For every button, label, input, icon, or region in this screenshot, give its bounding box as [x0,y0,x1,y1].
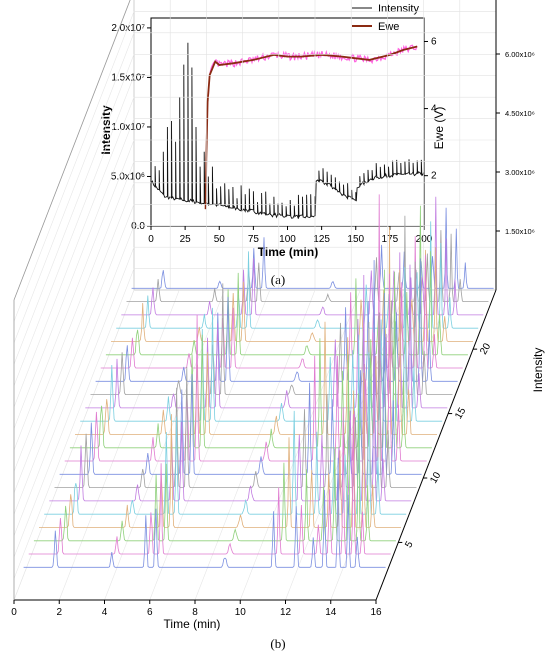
chart-b-x-axis-label: Time (min) [164,617,221,631]
trace-line [59,260,422,475]
y-tick-label: 0.0 [131,221,145,232]
x-tick-label: 175 [382,234,399,245]
depth-tick-label: 20 [478,341,493,357]
trace-line [131,207,494,289]
z-tick-label: 6.00x10⁶ [505,50,535,59]
legend-ewe-label: Ewe [378,21,399,33]
series-ewe-noise [207,44,418,97]
grid-line [149,289,271,601]
grid-line [13,11,135,322]
trace-line [100,236,463,369]
y2-tick-label: 2 [431,171,437,182]
trace-line [126,230,489,302]
trace-line [54,312,417,488]
grid-line [13,225,135,536]
x-tick-label: 8 [192,607,198,618]
chart-a-legend: Intensity Ewe [352,3,419,33]
x-tick-label: 4 [102,607,108,618]
trace-line [28,407,391,555]
chart-b-depth-ticks: 5 10 15 20 [398,341,493,550]
trace-line [69,269,432,449]
x-tick-label: 25 [180,234,192,245]
grid-line [239,289,361,601]
trace-line [49,274,412,502]
chart-a-y2-axis-label: Ewe (V) [432,107,446,150]
x-tick-label: 16 [370,607,382,618]
grid-line [13,139,135,451]
trace-line [85,252,448,409]
x-tick-label: 0 [148,234,154,245]
grid-line [13,204,135,515]
series-intensity-line [150,42,425,219]
series-ewe-line [204,45,418,210]
x-tick-label: 50 [214,234,226,245]
chart-a-panel-label: (a) [271,272,285,287]
grid-line [13,289,135,601]
chart-a-series [150,42,425,219]
chart-b-traces [23,194,494,568]
trace-line [121,196,484,316]
grid-line [13,247,135,558]
grid-line [13,75,135,386]
grid-line [13,32,135,343]
trace-line [39,372,401,528]
legend-intensity-label: Intensity [378,3,419,15]
grid-line [13,182,135,493]
trace-line [116,221,479,329]
chart-b: 0 2 4 6 8 10 12 14 16 1.50x10⁶ 3.00x10⁶ 4.50x10⁶ 6.… [11,0,545,651]
x-tick-label: 100 [279,234,296,245]
chart-b-x-ticks: 0 2 4 6 8 10 12 14 16 [11,600,382,618]
top-edge [13,0,131,301]
chart-a-y2-ticks: 2 4 6 [424,36,437,182]
y-tick-label: 2.0x10⁷ [111,23,145,34]
depth-tick-label: 15 [453,406,468,422]
grid-line [13,161,135,472]
chart-b-z-axis-label: Intensity [531,348,545,393]
trace-line [64,194,427,462]
x-tick-label: 2 [56,607,62,618]
trace-line [23,457,386,568]
y-tick-label: 1.5x10⁷ [111,72,145,83]
chart-b-panel-label: (b) [270,636,285,651]
trace-line [33,354,396,542]
x-tick-label: 10 [235,607,247,618]
grid-line [13,0,131,301]
trace-line [90,215,453,395]
x-tick-label: 6 [147,607,153,618]
y2-tick-label: 6 [431,36,437,47]
x-tick-label: 12 [280,607,292,618]
x-tick-label: 200 [416,234,433,245]
depth-tick-label: 5 [403,539,416,550]
z-tick-label: 4.50x10⁶ [505,109,535,118]
x-tick-label: 125 [313,234,330,245]
z-tick-label: 1.50x10⁶ [505,227,535,236]
trace-line [95,258,458,382]
depth-axis-line [375,289,497,601]
z-tick-label: 3.00x10⁶ [505,168,535,177]
trace-line [75,226,437,435]
chart-a-x-ticks: 0 25 50 75 100 125 150 175 200 [148,226,433,245]
depth-tick-label: 10 [428,470,443,486]
grid-line [13,54,135,365]
grid-line [13,97,135,408]
grid-line [13,268,135,579]
x-tick-label: 14 [325,607,337,618]
trace-line [44,334,407,515]
chart-a-x-axis-label: Time (min) [258,245,318,259]
trace-line [80,267,443,422]
x-tick-label: 75 [248,234,260,245]
x-tick-label: 0 [11,607,17,618]
y2-tick-label: 4 [431,104,437,115]
trace-line [105,205,468,356]
y-tick-label: 1.0x10⁷ [111,122,145,133]
grid-line [13,118,135,429]
x-tick-label: 150 [347,234,364,245]
trace-line [111,247,473,342]
